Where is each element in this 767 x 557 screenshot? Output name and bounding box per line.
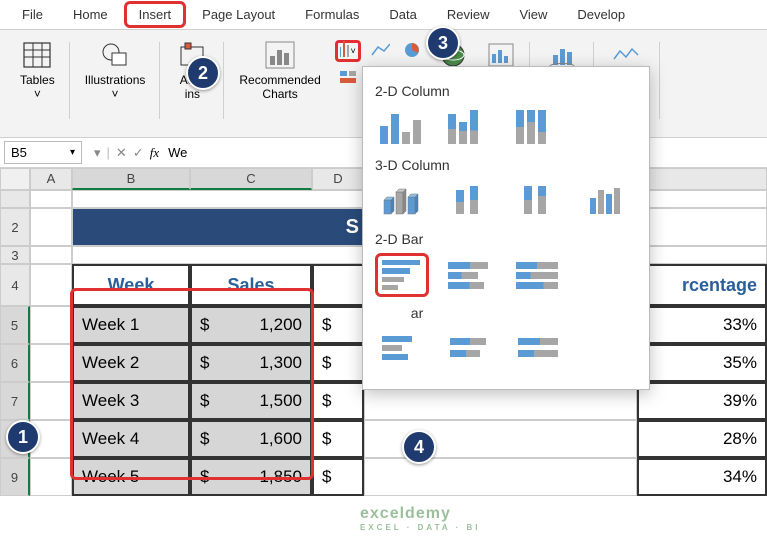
title-band: S <box>72 208 364 246</box>
section-2d-bar: 2-D Bar <box>375 231 637 247</box>
fx-down-icon[interactable]: ▾ <box>94 145 101 161</box>
cell-sales[interactable]: $1,600 <box>190 420 312 458</box>
cell-week[interactable]: Week 2 <box>72 344 190 382</box>
3d-column-option[interactable] <box>579 179 633 223</box>
cell-sales[interactable]: $1,300 <box>190 344 312 382</box>
row-6[interactable]: 6 <box>0 344 30 382</box>
recommended-charts-button[interactable]: Recommended Charts <box>233 36 326 104</box>
pivotchart-icon <box>487 42 515 68</box>
insert-column-chart-button[interactable]: ˅ <box>335 40 361 62</box>
row-3[interactable]: 3 <box>0 246 30 264</box>
insert-pie-chart-button[interactable] <box>399 40 425 62</box>
illustrations-button[interactable]: Illustrations˅ <box>79 36 152 104</box>
col-D[interactable]: D <box>312 168 364 190</box>
header-week[interactable]: Week <box>72 264 190 306</box>
col-B[interactable]: B <box>72 168 190 190</box>
cell-d[interactable]: $ <box>312 306 364 344</box>
3d-100stacked-column-option[interactable] <box>511 179 565 223</box>
cell-pct[interactable]: 39% <box>637 382 767 420</box>
step-badge-1: 1 <box>6 420 40 454</box>
cell-week[interactable]: Week 4 <box>72 420 190 458</box>
clustered-bar-option[interactable] <box>375 253 429 297</box>
section-3d-column: 3-D Column <box>375 157 637 173</box>
cell-pct[interactable]: 34% <box>637 458 767 496</box>
row-9[interactable]: 9 <box>0 458 30 496</box>
insert-line-chart-button[interactable] <box>367 40 393 62</box>
recommended-label: Recommended Charts <box>239 74 320 102</box>
chart-type-dropdown: 2-D Column 3-D Column 2-D Bar 3-D Bar <box>362 66 650 390</box>
cell-sales[interactable]: $1,500 <box>190 382 312 420</box>
cell-pct[interactable]: 33% <box>637 306 767 344</box>
3d-stacked-column-option[interactable] <box>443 179 497 223</box>
cell-d[interactable]: $ <box>312 420 364 458</box>
pivotchart-button[interactable] <box>481 36 521 70</box>
tables-button[interactable]: Tables˅ <box>14 36 61 104</box>
cell-week[interactable]: Week 5 <box>72 458 190 496</box>
cancel-icon[interactable]: ✕ <box>116 145 127 161</box>
tab-file[interactable]: File <box>8 2 57 27</box>
tab-insert[interactable]: Insert <box>124 1 187 28</box>
section-2d-column: 2-D Column <box>375 83 637 99</box>
row-7[interactable]: 7 <box>0 382 30 420</box>
recommended-chart-icon <box>263 38 297 72</box>
cell-sales[interactable]: $1,850 <box>190 458 312 496</box>
row-2[interactable]: 2 <box>0 208 30 246</box>
cell-d[interactable]: $ <box>312 458 364 496</box>
tab-view[interactable]: View <box>505 2 561 27</box>
row-4[interactable]: 4 <box>0 264 30 306</box>
row-5[interactable]: 5 <box>0 306 30 344</box>
clustered-column-option[interactable] <box>375 105 429 149</box>
stacked-bar-option[interactable] <box>443 253 497 297</box>
header-stub[interactable] <box>312 264 364 306</box>
name-box[interactable]: B5 ▾ <box>4 141 82 164</box>
step-badge-2: 2 <box>186 56 220 90</box>
col-C[interactable]: C <box>190 168 312 190</box>
tables-label: Tables <box>20 73 55 87</box>
3d-clustered-bar-option[interactable] <box>375 327 429 371</box>
enter-icon[interactable]: ✓ <box>133 145 144 161</box>
illustrations-label: Illustrations <box>85 73 146 87</box>
header-sales[interactable]: Sales <box>190 264 312 306</box>
step-badge-4: 4 <box>402 430 436 464</box>
stacked-column-option[interactable] <box>443 105 497 149</box>
tab-formulas[interactable]: Formulas <box>291 2 373 27</box>
fx-icon[interactable]: fx <box>150 145 159 161</box>
group-tables: Tables˅ <box>6 34 69 137</box>
tab-page-layout[interactable]: Page Layout <box>188 2 289 27</box>
step-badge-3: 3 <box>426 26 460 60</box>
shapes-icon <box>98 38 132 72</box>
select-all-corner[interactable] <box>0 168 30 190</box>
header-percentage[interactable]: rcentage <box>637 264 767 306</box>
cell-pct[interactable]: 35% <box>637 344 767 382</box>
col-A[interactable]: A <box>30 168 72 190</box>
insert-hierarchy-button[interactable] <box>335 66 361 88</box>
ribbon-tabs: File Home Insert Page Layout Formulas Da… <box>0 0 767 30</box>
chevron-down-icon: ▾ <box>70 147 75 158</box>
3d-100stacked-bar-option[interactable] <box>511 327 565 371</box>
tab-developer[interactable]: Develop <box>563 2 639 27</box>
cell-pct[interactable]: 28% <box>637 420 767 458</box>
cell-d[interactable]: $ <box>312 382 364 420</box>
tab-data[interactable]: Data <box>375 2 430 27</box>
100stacked-bar-option[interactable] <box>511 253 565 297</box>
tab-home[interactable]: Home <box>59 2 122 27</box>
tab-review[interactable]: Review <box>433 2 504 27</box>
cell-sales[interactable]: $1,200 <box>190 306 312 344</box>
100stacked-column-option[interactable] <box>511 105 565 149</box>
3d-clustered-column-option[interactable] <box>375 179 429 223</box>
section-3d-bar: 3-D Bar <box>375 305 637 321</box>
cell-d[interactable]: $ <box>312 344 364 382</box>
watermark: exceldemy EXCEL · DATA · BI <box>360 505 480 532</box>
cell-week[interactable]: Week 1 <box>72 306 190 344</box>
table-icon <box>20 38 54 72</box>
formula-input[interactable] <box>165 142 245 163</box>
cell-week[interactable]: Week 3 <box>72 382 190 420</box>
name-box-value: B5 <box>11 145 27 160</box>
row-1[interactable] <box>0 190 30 208</box>
3d-stacked-bar-option[interactable] <box>443 327 497 371</box>
group-illustrations: Illustrations˅ <box>71 34 160 137</box>
